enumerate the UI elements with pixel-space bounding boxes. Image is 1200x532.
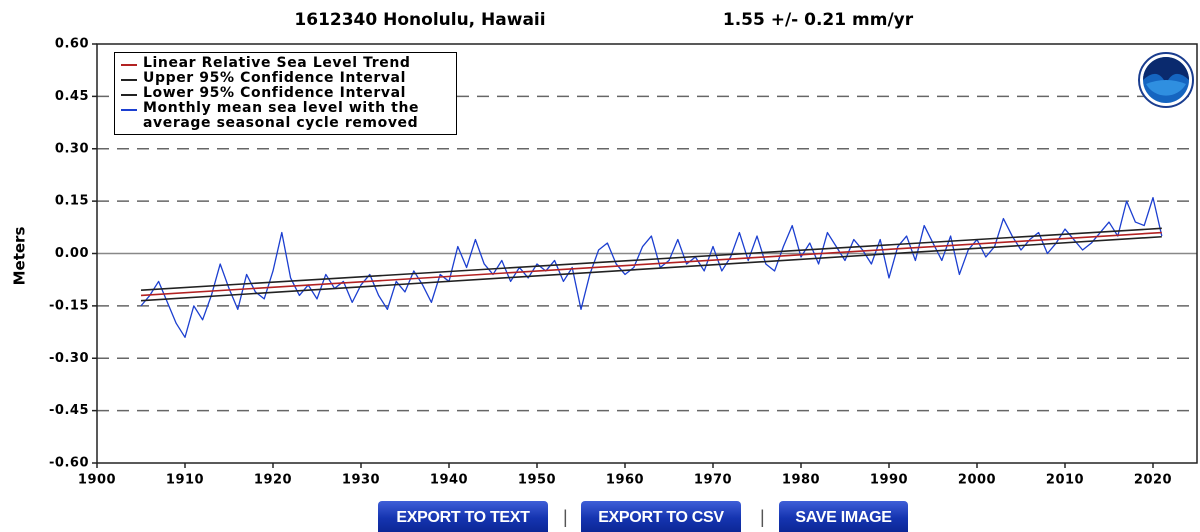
- legend-swatch: [121, 79, 137, 81]
- y-tick-label: -0.30: [49, 351, 89, 366]
- series-lines: [140, 196, 1163, 338]
- x-tick-label: 1900: [78, 473, 116, 488]
- x-tick-label: 1930: [342, 473, 380, 488]
- button[interactable]: SAVE IMAGE: [779, 501, 908, 532]
- x-tick-label: 1980: [782, 473, 820, 488]
- y-tick-label: 0.45: [55, 89, 89, 104]
- series-line: [140, 235, 1162, 302]
- series-line: [140, 196, 1163, 338]
- logo-wave: [1146, 80, 1186, 96]
- y-tick-label: 0.60: [55, 37, 89, 52]
- y-tick-label: 0.00: [55, 246, 89, 261]
- button[interactable]: EXPORT TO CSV: [581, 501, 741, 532]
- x-tick-label: 1990: [870, 473, 908, 488]
- legend-entry: Monthly mean sea level with the average …: [121, 101, 448, 131]
- chart-title: 1612340 Honolulu, Hawaii: [294, 10, 545, 30]
- x-tick-label: 2000: [958, 473, 996, 488]
- x-tick-label: 2020: [1134, 473, 1172, 488]
- logo-bird: [1143, 57, 1189, 84]
- ticks: 0.60 0.45 0.30 0.15 0.00 -0.15 -0.30 -0.45 -0.60…: [49, 37, 1172, 488]
- legend-label: Monthly mean sea level with the average …: [143, 100, 420, 131]
- separator: |: [563, 507, 568, 527]
- x-tick-label: 1960: [606, 473, 644, 488]
- x-tick-label: 1920: [254, 473, 292, 488]
- legend: Linear Relative Sea Level Trend Upper 95%…: [114, 52, 457, 135]
- legend-entry: Upper 95% Confidence Interval: [121, 71, 448, 86]
- series-line: [140, 231, 1162, 297]
- y-tick-label: -0.45: [49, 403, 89, 418]
- legend-entry: Linear Relative Sea Level Trend: [121, 56, 448, 71]
- legend-label: Linear Relative Sea Level Trend: [143, 55, 411, 71]
- y-tick-label: -0.60: [49, 456, 89, 471]
- grid: [97, 95, 1197, 412]
- legend-entry: Lower 95% Confidence Interval: [121, 86, 448, 101]
- legend-swatch: [121, 109, 137, 111]
- y-tick-label: 0.30: [55, 141, 89, 156]
- x-tick-label: 1970: [694, 473, 732, 488]
- legend-label: Lower 95% Confidence Interval: [143, 85, 407, 101]
- x-tick-label: 1950: [518, 473, 556, 488]
- separator: |: [760, 507, 765, 527]
- x-tick-label: 1940: [430, 473, 468, 488]
- x-tick-label: 2010: [1046, 473, 1084, 488]
- button[interactable]: EXPORT TO TEXT: [378, 501, 548, 532]
- legend-swatch: [121, 64, 137, 66]
- x-tick-label: 1910: [166, 473, 204, 488]
- series-line: [140, 227, 1162, 291]
- chart-subtitle: 1.55 +/- 0.21 mm/yr: [723, 10, 914, 30]
- legend-label: Upper 95% Confidence Interval: [143, 70, 407, 86]
- y-axis-label: Meters: [11, 227, 29, 286]
- y-tick-label: 0.15: [55, 194, 89, 209]
- y-tick-label: -0.15: [49, 298, 89, 313]
- legend-swatch: [121, 94, 137, 96]
- noaa-logo: [1138, 52, 1194, 108]
- button-bar: EXPORT TO TEXT EXPORT TO CSV SAVE IMAGE | |: [0, 501, 1200, 532]
